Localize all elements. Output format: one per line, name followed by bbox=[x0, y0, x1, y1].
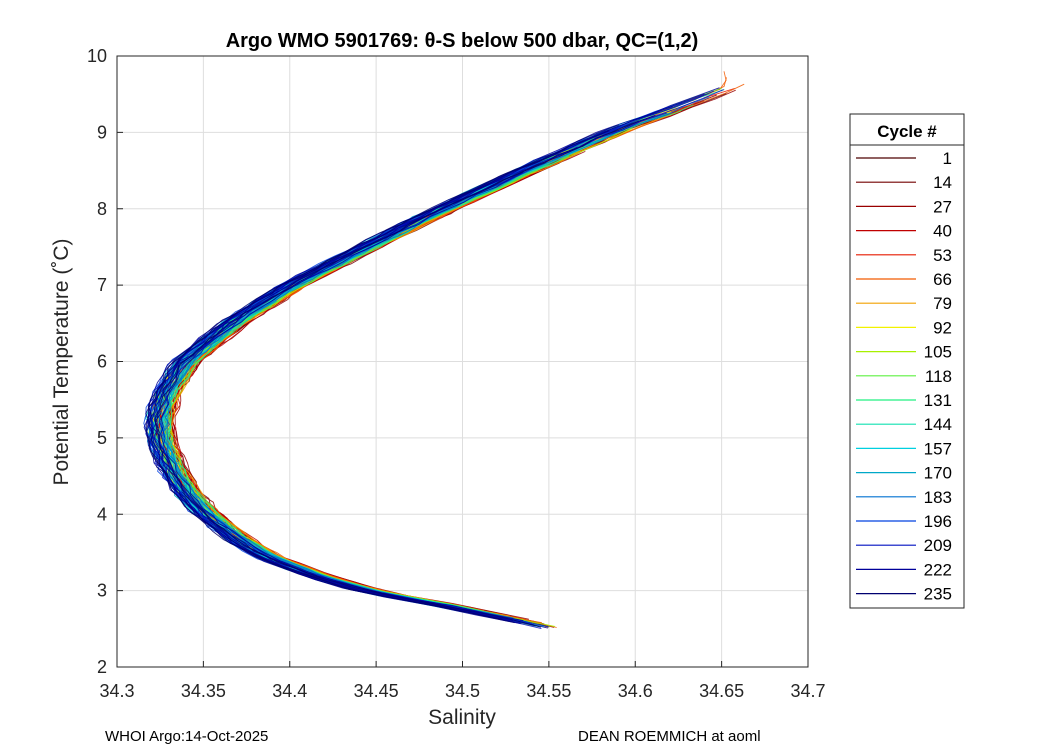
legend-label-92: 92 bbox=[933, 318, 952, 337]
legend-label-144: 144 bbox=[924, 415, 952, 434]
legend-label-118: 118 bbox=[925, 367, 952, 386]
y-axis-label: Potential Temperature (˚C) bbox=[50, 238, 73, 485]
legend-label-79: 79 bbox=[933, 294, 952, 313]
chart-title: Argo WMO 5901769: θ-S below 500 dbar, QC… bbox=[226, 30, 699, 52]
legend-label-14: 14 bbox=[933, 173, 952, 192]
legend-label-1: 1 bbox=[943, 149, 952, 168]
x-tick-label-2: 34.4 bbox=[272, 681, 307, 701]
x-tick-label-6: 34.6 bbox=[618, 681, 653, 701]
y-tick-label-7: 9 bbox=[97, 122, 107, 142]
legend-label-235: 235 bbox=[924, 585, 952, 604]
y-tick-label-6: 8 bbox=[97, 199, 107, 219]
legend-label-40: 40 bbox=[933, 222, 952, 241]
y-tick-label-5: 7 bbox=[97, 275, 107, 295]
legend-label-53: 53 bbox=[933, 246, 952, 265]
legend-title: Cycle # bbox=[877, 122, 937, 141]
legend-label-157: 157 bbox=[924, 439, 952, 458]
x-tick-label-4: 34.5 bbox=[445, 681, 480, 701]
profile-line-63 bbox=[166, 104, 694, 614]
x-tick-label-1: 34.35 bbox=[181, 681, 226, 701]
legend-label-222: 222 bbox=[924, 560, 952, 579]
legend-box bbox=[849, 113, 965, 609]
profile-line-103 bbox=[143, 87, 720, 625]
legend-label-196: 196 bbox=[924, 512, 952, 531]
x-tick-label-7: 34.65 bbox=[699, 681, 744, 701]
footer-left: WHOI Argo:14-Oct-2025 bbox=[105, 728, 268, 745]
profile-lines bbox=[143, 71, 745, 630]
x-tick-label-0: 34.3 bbox=[99, 681, 134, 701]
x-axis-label: Salinity bbox=[428, 706, 496, 729]
profile-line-85 bbox=[162, 177, 516, 614]
y-tick-labels: 2 3 4 5 6 7 8 9 10 bbox=[87, 46, 123, 677]
y-tick-label-8: 10 bbox=[87, 46, 107, 66]
legend-label-131: 131 bbox=[924, 391, 952, 410]
x-tick-label-8: 34.7 bbox=[790, 681, 825, 701]
profile-line-68 bbox=[165, 173, 526, 608]
footer-right: DEAN ROEMMICH at aoml bbox=[578, 728, 761, 745]
legend-label-66: 66 bbox=[933, 270, 952, 289]
y-tick-label-4: 6 bbox=[97, 352, 107, 372]
profile-line-108 bbox=[148, 130, 610, 620]
legend-label-183: 183 bbox=[924, 488, 952, 507]
profile-line-107 bbox=[145, 124, 619, 624]
profile-line-102 bbox=[160, 171, 524, 622]
y-tick-label-1: 3 bbox=[97, 581, 107, 601]
legend: Cycle # 1 14 27 40 53 66 79 92 105 118 131 144 157 17… bbox=[849, 113, 965, 609]
legend-items: 1 14 27 40 53 66 79 92 105 118 131 144 157 170 183 196 2… bbox=[856, 149, 952, 604]
x-tick-label-3: 34.45 bbox=[354, 681, 399, 701]
legend-label-209: 209 bbox=[924, 536, 952, 555]
x-tick-label-5: 34.55 bbox=[526, 681, 571, 701]
legend-label-170: 170 bbox=[924, 464, 952, 483]
x-tick-labels: 34.3 34.35 34.4 34.45 34.5 34.55 34.6 34.65 34.7 bbox=[99, 661, 826, 701]
y-tick-label-3: 5 bbox=[97, 428, 107, 448]
legend-label-105: 105 bbox=[924, 343, 952, 362]
y-tick-label-2: 4 bbox=[97, 504, 107, 524]
legend-label-27: 27 bbox=[933, 197, 952, 216]
profile-line-109 bbox=[154, 115, 656, 612]
y-tick-label-0: 2 bbox=[97, 657, 107, 677]
